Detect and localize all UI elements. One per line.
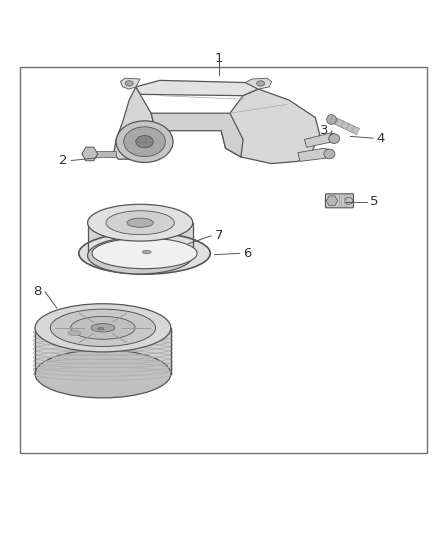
Ellipse shape xyxy=(328,134,340,143)
Ellipse shape xyxy=(35,350,171,398)
Ellipse shape xyxy=(127,218,153,227)
Polygon shape xyxy=(151,113,243,157)
Ellipse shape xyxy=(324,149,335,159)
Ellipse shape xyxy=(79,232,210,274)
Text: 2: 2 xyxy=(59,154,68,167)
Ellipse shape xyxy=(345,197,353,204)
Ellipse shape xyxy=(88,237,193,274)
Text: 3: 3 xyxy=(320,124,328,137)
Ellipse shape xyxy=(142,251,151,254)
Text: 4: 4 xyxy=(377,132,385,144)
Ellipse shape xyxy=(35,304,171,352)
Text: 7: 7 xyxy=(215,229,223,243)
Polygon shape xyxy=(114,87,155,159)
Text: 8: 8 xyxy=(33,285,42,298)
Ellipse shape xyxy=(50,309,155,346)
Bar xyxy=(96,151,116,157)
Polygon shape xyxy=(120,78,140,89)
Polygon shape xyxy=(221,89,320,164)
Polygon shape xyxy=(298,148,333,161)
Ellipse shape xyxy=(92,238,197,269)
Ellipse shape xyxy=(88,204,193,241)
Polygon shape xyxy=(304,133,337,147)
Ellipse shape xyxy=(68,330,81,336)
FancyBboxPatch shape xyxy=(325,194,353,208)
Ellipse shape xyxy=(116,121,173,163)
Ellipse shape xyxy=(106,211,174,235)
Bar xyxy=(20,67,427,453)
Ellipse shape xyxy=(91,324,115,332)
Polygon shape xyxy=(245,78,272,89)
Polygon shape xyxy=(136,80,258,96)
Ellipse shape xyxy=(97,327,104,330)
Bar xyxy=(35,328,171,374)
Ellipse shape xyxy=(125,81,133,86)
Text: 5: 5 xyxy=(370,195,379,208)
Ellipse shape xyxy=(136,135,153,148)
Ellipse shape xyxy=(124,127,166,157)
Text: 1: 1 xyxy=(215,52,223,65)
Text: 6: 6 xyxy=(243,247,252,260)
Ellipse shape xyxy=(257,81,265,86)
Ellipse shape xyxy=(71,317,135,340)
